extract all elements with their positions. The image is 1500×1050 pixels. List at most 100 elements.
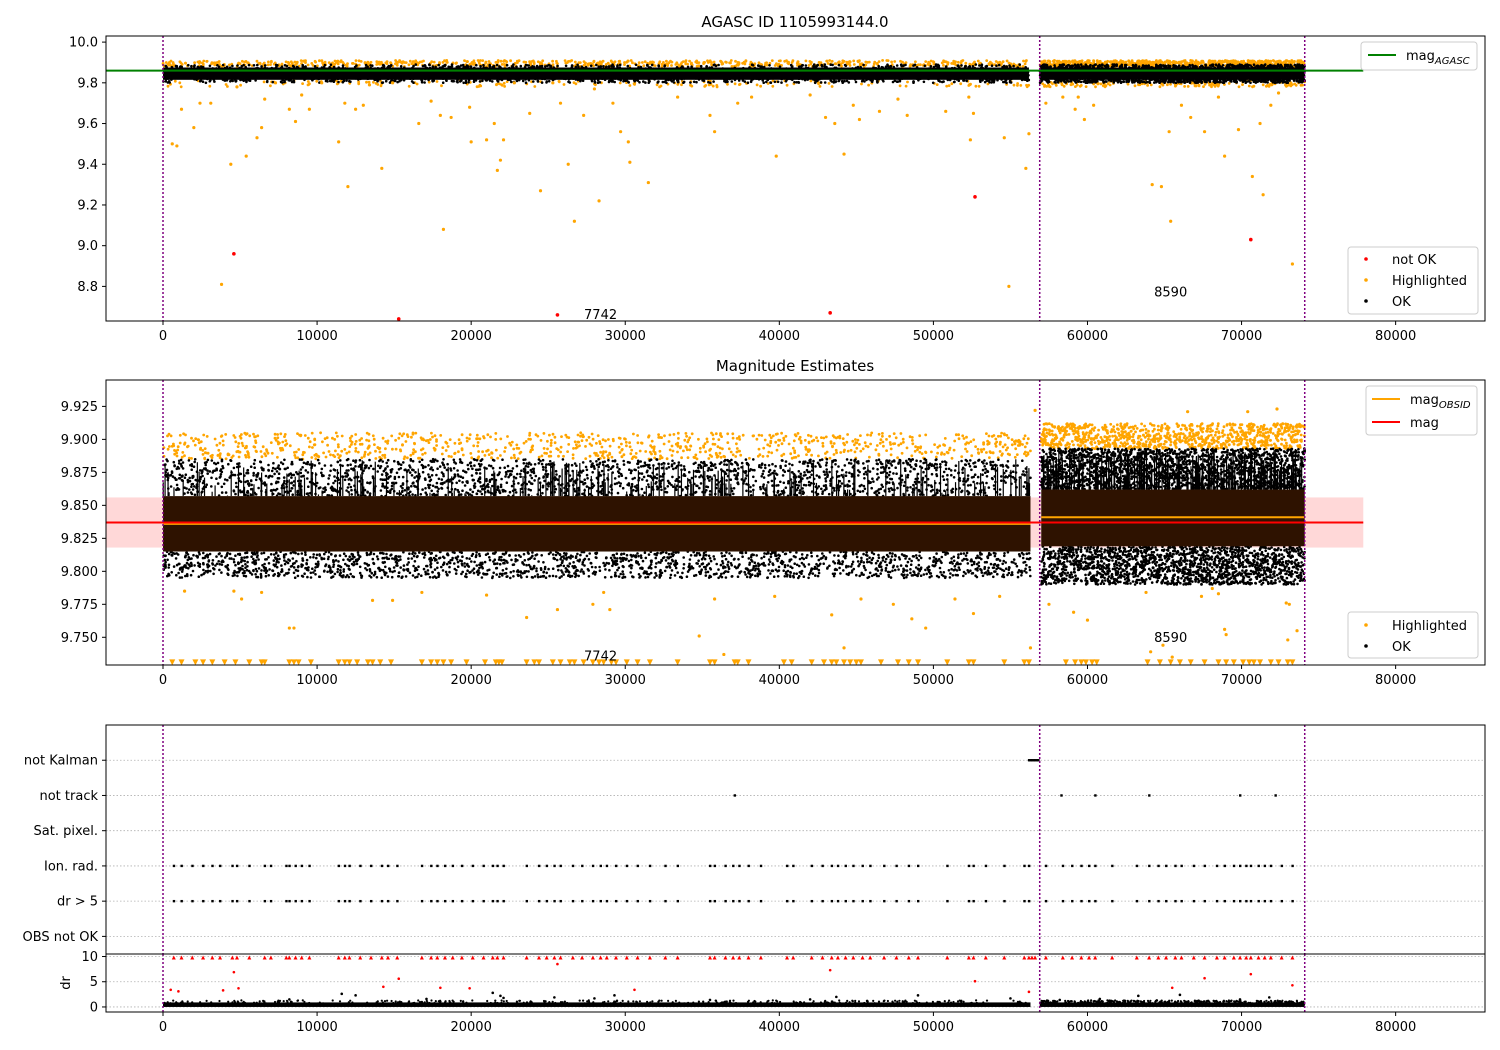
data-point: [424, 64, 427, 68]
data-point: [284, 60, 288, 64]
data-point: [596, 79, 600, 82]
data-point: [997, 63, 1001, 67]
data-point: [919, 63, 922, 67]
data-point: [781, 75, 784, 79]
data-point: [681, 65, 684, 69]
data-point: [611, 74, 614, 78]
data-point: [204, 81, 208, 85]
data-point: [341, 71, 344, 74]
data-point: [770, 59, 774, 62]
data-point: [977, 84, 981, 88]
data-point: [1104, 80, 1107, 83]
data-point: [485, 72, 489, 75]
data-point: [176, 73, 180, 76]
data-point: [345, 72, 348, 75]
data-point: [934, 74, 937, 77]
data-point: [723, 79, 726, 83]
data-point: [243, 76, 246, 79]
data-point: [846, 62, 850, 65]
data-point: [768, 61, 772, 65]
data-point: [301, 63, 305, 67]
data-point: [573, 60, 577, 64]
data-point: [190, 64, 193, 68]
data-point: [215, 72, 219, 76]
data-point: [728, 77, 731, 81]
data-point: [301, 82, 304, 85]
data-point: [574, 65, 578, 69]
data-point: [328, 66, 331, 69]
data-point: [981, 66, 985, 70]
data-point: [862, 63, 865, 67]
data-point: [544, 65, 547, 68]
data-point: [191, 71, 195, 74]
data-point: [1024, 66, 1027, 69]
data-point: [279, 66, 283, 70]
data-point: [432, 79, 436, 82]
data-point: [1160, 76, 1164, 80]
data-point: [212, 78, 216, 81]
data-point: [460, 73, 464, 77]
data-point: [605, 65, 608, 69]
data-point: [992, 80, 996, 84]
data-point: [1007, 67, 1011, 70]
data-point: [1121, 60, 1124, 63]
data-point: [315, 79, 319, 83]
data-point: [326, 75, 329, 79]
data-point: [527, 78, 531, 82]
data-point: [1289, 84, 1293, 88]
data-point: [1249, 59, 1253, 63]
data-point: [792, 72, 795, 76]
data-point: [947, 74, 950, 78]
data-point: [479, 59, 482, 62]
data-point: [881, 59, 884, 62]
data-point: [1057, 59, 1061, 63]
data-point: [772, 74, 775, 77]
data-point: [908, 64, 912, 68]
data-point: [224, 77, 227, 81]
data-point: [229, 80, 232, 83]
data-point: [665, 59, 668, 63]
data-point: [435, 75, 438, 78]
data-point: [756, 77, 760, 80]
data-point: [800, 76, 804, 80]
data-point: [1062, 84, 1066, 88]
data-point: [758, 74, 762, 78]
data-point: [892, 65, 896, 69]
data-point: [557, 80, 561, 84]
data-point: [531, 65, 534, 68]
data-point: [306, 76, 310, 79]
data-point: [1146, 71, 1150, 75]
data-point: [215, 76, 219, 80]
data-point: [1048, 60, 1052, 64]
data-point: [221, 63, 225, 67]
data-point: [193, 61, 197, 65]
data-point: [806, 78, 809, 81]
data-point: [1101, 84, 1105, 88]
data-point: [492, 64, 496, 68]
data-point: [695, 64, 699, 68]
data-point: [1171, 73, 1174, 77]
data-point: [529, 74, 532, 77]
data-point: [404, 75, 408, 79]
data-point: [650, 63, 654, 67]
data-point: [968, 83, 972, 87]
data-point: [665, 76, 669, 79]
data-point: [657, 64, 661, 68]
data-point: [408, 59, 412, 63]
data-point: [823, 73, 826, 77]
data-point: [364, 63, 368, 67]
data-point: [803, 76, 807, 79]
data-point: [173, 79, 177, 83]
data-point: [837, 63, 841, 67]
data-point: [221, 72, 224, 76]
data-point: [233, 77, 236, 81]
data-point: [567, 76, 571, 79]
data-point: [435, 72, 438, 76]
data-point: [1005, 81, 1008, 85]
data-point: [178, 60, 182, 64]
data-point: [170, 65, 174, 69]
data-point: [780, 81, 783, 84]
data-point: [317, 77, 321, 81]
data-point: [506, 78, 510, 81]
data-point: [948, 78, 952, 82]
